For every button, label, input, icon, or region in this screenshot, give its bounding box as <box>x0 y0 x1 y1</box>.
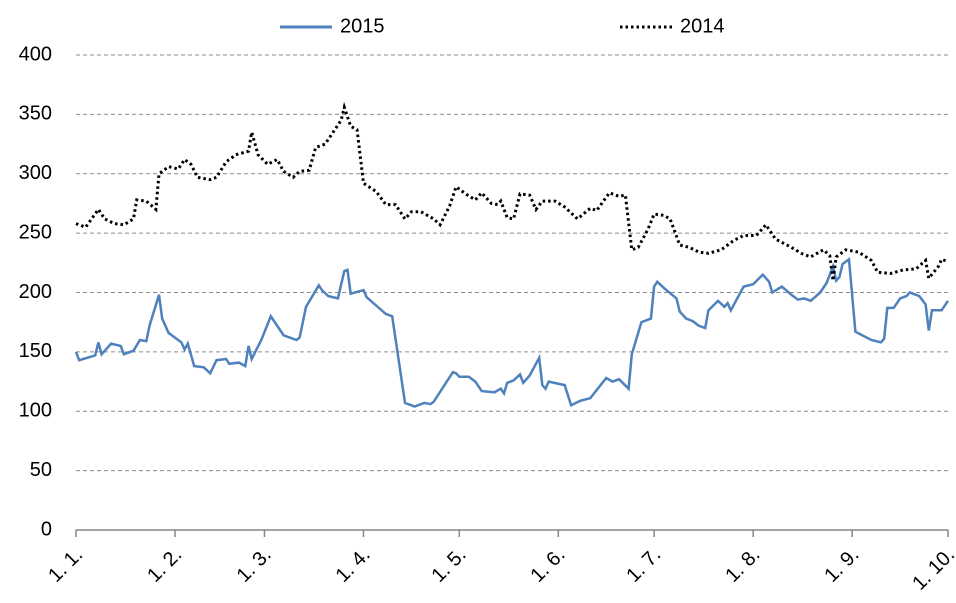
y-tick-label: 200 <box>19 281 52 303</box>
y-tick-label: 350 <box>19 103 52 125</box>
line-series <box>75 101 949 282</box>
x-tick-label: 1. 5. <box>427 544 470 587</box>
x-tick-label: 1. 6. <box>527 544 570 587</box>
y-tick-label: 400 <box>19 43 52 65</box>
x-tick-label: 1. 1. <box>44 544 87 587</box>
x-tick-label: 1. 3. <box>233 544 276 587</box>
x-tick-label: 1. 4. <box>332 544 375 587</box>
y-tick-label: 100 <box>19 400 52 422</box>
y-tick-label: 150 <box>19 340 52 362</box>
legend-label: 2015 <box>340 15 385 37</box>
y-tick-label: 250 <box>19 221 52 243</box>
line-series <box>74 256 950 408</box>
y-tick-label: 50 <box>30 459 52 481</box>
y-tick-label: 300 <box>19 162 52 184</box>
x-tick-label: 1. 9. <box>820 544 863 587</box>
y-tick-label: 0 <box>41 518 52 540</box>
legend-label: 2014 <box>680 15 725 37</box>
x-tick-label: 1. 8. <box>721 544 764 587</box>
x-tick-label: 1. 7. <box>622 544 665 587</box>
x-tick-label: 1. 2. <box>143 544 186 587</box>
x-tick-label: 1. 10. <box>908 544 956 595</box>
